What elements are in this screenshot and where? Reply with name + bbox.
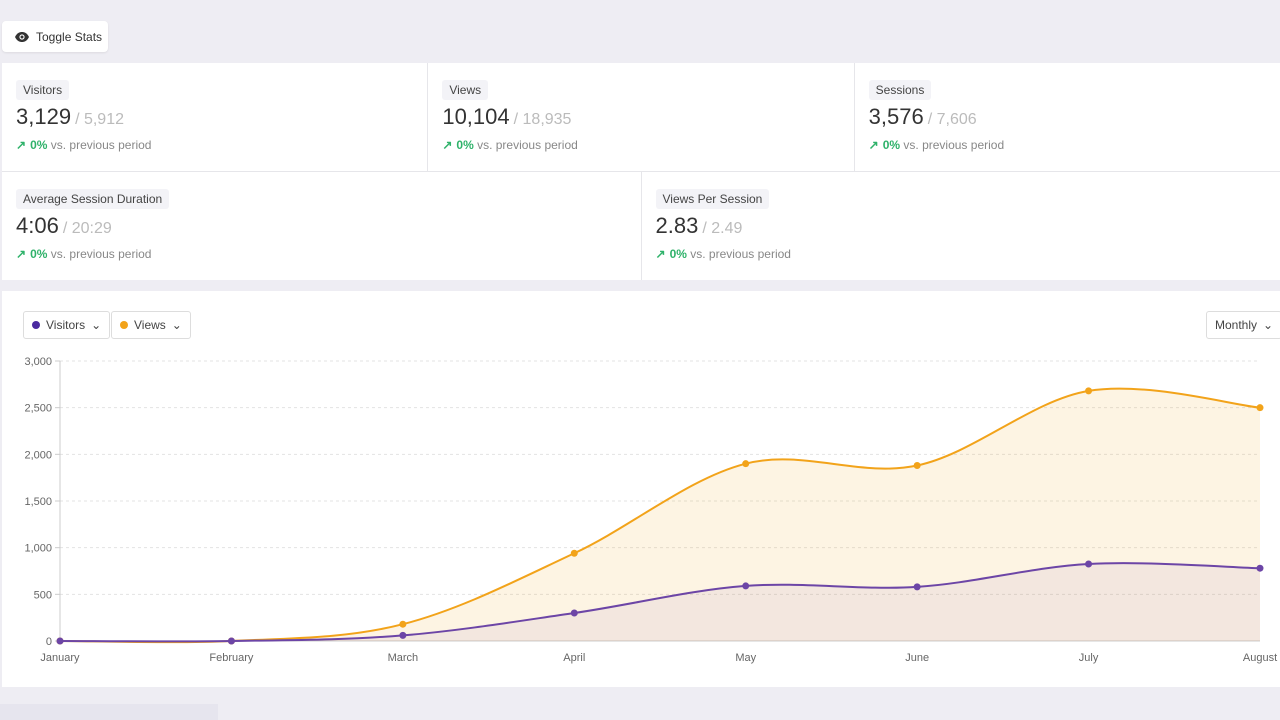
series-line	[59, 562, 1261, 643]
y-tick-label: 500	[34, 589, 52, 601]
stat-label: Views	[442, 80, 489, 100]
views-dropdown-label: Views	[134, 318, 166, 332]
y-tick-label: 1,000	[24, 543, 52, 555]
y-tick-label: 3,000	[24, 356, 52, 368]
stat-change: 0%	[456, 138, 474, 152]
x-tick-label: February	[209, 652, 254, 664]
y-tick-label: 0	[46, 636, 52, 648]
x-tick-label: August	[1243, 652, 1277, 664]
data-point	[399, 631, 407, 639]
x-tick-label: April	[563, 652, 585, 664]
arrow-up-right-icon: ↗	[868, 138, 879, 152]
chart-panel: Visitors ⌄ Views ⌄ Monthly ⌄ 0 500 1,000 1,500…	[2, 291, 1280, 687]
arrow-up-right-icon: ↗	[16, 138, 27, 152]
data-point	[227, 637, 235, 645]
arrow-up-right-icon: ↗	[16, 247, 27, 261]
stat-label: Views Per Session	[655, 189, 770, 209]
stat-previous: / 7,606	[927, 111, 977, 128]
arrow-up-right-icon: ↗	[442, 138, 453, 152]
visitors-dot-icon	[32, 321, 40, 329]
stat-label: Sessions	[868, 80, 932, 100]
x-tick-label: January	[40, 652, 80, 664]
chevron-down-icon: ⌄	[171, 318, 182, 332]
x-tick-label: July	[1079, 652, 1099, 664]
x-tick-label: March	[388, 652, 419, 664]
stat-card: Visitors 3,129/ 5,912 ↗ 0% vs. previous p…	[2, 63, 429, 171]
data-point	[1256, 564, 1264, 572]
stat-card: Views 10,104/ 18,935 ↗ 0% vs. previous pe…	[428, 63, 855, 171]
stat-change-note: vs. previous period	[50, 138, 152, 152]
bottom-bar	[0, 704, 218, 720]
eye-icon	[15, 31, 29, 42]
visitors-series-dropdown[interactable]: Visitors ⌄	[23, 311, 111, 339]
stat-previous: / 5,912	[75, 111, 124, 128]
visitors-dropdown-label: Visitors	[46, 318, 86, 332]
views-dot-icon	[120, 321, 128, 329]
stat-label: Visitors	[16, 80, 70, 100]
stat-card: Sessions 3,576/ 7,606 ↗ 0% vs. previous p…	[855, 63, 1280, 171]
chevron-down-icon: ⌄	[1263, 318, 1274, 332]
stat-change-note: vs. previous period	[690, 247, 791, 261]
data-point	[570, 609, 578, 617]
stat-change-note: vs. previous period	[477, 138, 578, 152]
data-point	[742, 460, 750, 468]
period-dropdown-label: Monthly	[1215, 318, 1258, 332]
stat-previous: / 20:29	[62, 220, 112, 237]
data-point	[56, 637, 64, 645]
x-tick-label: May	[735, 652, 756, 664]
series-area	[60, 388, 1260, 643]
views-series-dropdown[interactable]: Views ⌄	[111, 311, 191, 339]
data-point	[399, 620, 407, 628]
stats-row: Visitors 3,129/ 5,912 ↗ 0% vs. previous p…	[2, 63, 1280, 172]
stat-value: 3,129	[16, 104, 72, 129]
stat-value: 2.83	[655, 213, 699, 238]
stat-card: Views Per Session 2.83/ 2.49 ↗ 0% vs. pre…	[642, 172, 1280, 280]
stat-previous: / 18,935	[513, 111, 572, 128]
data-point	[1256, 404, 1264, 412]
stat-change-note: vs. previous period	[903, 138, 1005, 152]
data-point	[1085, 560, 1093, 568]
toggle-stats-button[interactable]: Toggle Stats	[2, 21, 108, 52]
area-chart: 0 500 1,000 1,500 2,000 2,500 3,000 January Febr…	[24, 356, 1277, 664]
arrow-up-right-icon: ↗	[655, 247, 666, 261]
stat-value: 4:06	[16, 213, 59, 238]
y-tick-label: 1,500	[24, 496, 52, 508]
toggle-stats-label: Toggle Stats	[36, 29, 103, 44]
stat-label: Average Session Duration	[16, 189, 170, 209]
stat-change: 0%	[30, 247, 48, 261]
stat-change: 0%	[669, 247, 687, 261]
stat-change: 0%	[30, 138, 48, 152]
data-point	[913, 583, 921, 591]
stat-previous: / 2.49	[702, 220, 743, 237]
chevron-down-icon: ⌄	[91, 318, 102, 332]
data-point	[1085, 387, 1093, 395]
data-point	[742, 582, 750, 590]
period-dropdown[interactable]: Monthly ⌄	[1206, 311, 1280, 339]
data-point	[913, 462, 921, 470]
stat-value: 10,104	[442, 104, 510, 129]
stats-panel: Visitors 3,129/ 5,912 ↗ 0% vs. previous p…	[2, 63, 1280, 280]
y-tick-label: 2,000	[24, 449, 52, 461]
stat-card: Average Session Duration 4:06/ 20:29 ↗ 0%…	[2, 172, 642, 280]
stat-change: 0%	[882, 138, 901, 152]
y-tick-label: 2,500	[24, 403, 52, 415]
stat-change-note: vs. previous period	[50, 247, 152, 261]
x-tick-label: June	[905, 652, 929, 664]
stat-value: 3,576	[868, 104, 924, 129]
data-point	[570, 549, 578, 557]
stats-row: Average Session Duration 4:06/ 20:29 ↗ 0%…	[2, 172, 1280, 280]
